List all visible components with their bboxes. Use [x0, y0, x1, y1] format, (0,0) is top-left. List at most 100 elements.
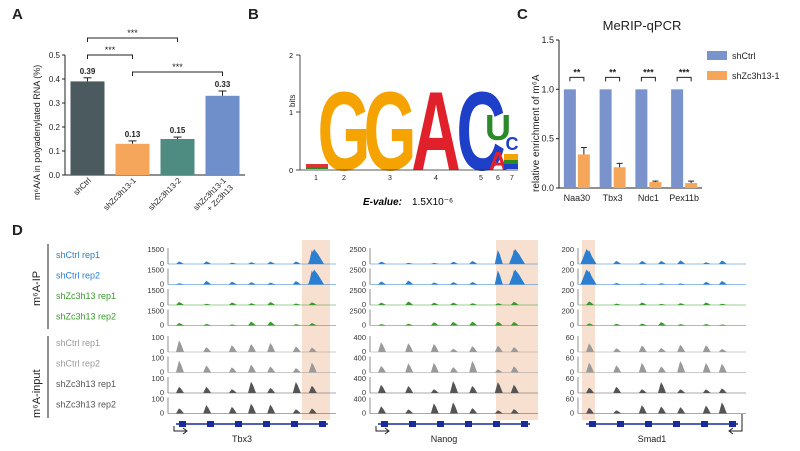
- coverage-peak: [469, 303, 478, 305]
- track-ytick-label: 200: [561, 286, 574, 295]
- coverage-peak: [292, 346, 301, 352]
- gene-name-label: Nanog: [431, 434, 458, 444]
- coverage-peak: [677, 407, 686, 414]
- track-ytick-label: 100: [151, 374, 164, 383]
- track-ytick-label: 0: [570, 259, 574, 268]
- gene-exon: [729, 421, 736, 427]
- sig-bracket: [676, 76, 692, 82]
- track-ytick-label: 0: [362, 259, 366, 268]
- bar: [115, 143, 150, 175]
- coverage-peak-main: [308, 249, 324, 264]
- coverage-peak: [248, 303, 256, 305]
- coverage-peak: [267, 261, 276, 264]
- coverage-peak: [613, 303, 622, 305]
- coverage-peak: [267, 366, 276, 373]
- track-ytick-label: 1500: [147, 286, 164, 295]
- coverage-peak: [613, 365, 622, 373]
- track-label: shZc3h13 rep2: [56, 400, 116, 410]
- panel-b-motif: bits 0 1 2 G G A C U A C 1 2 3 4 5 6 7 E-value…: [288, 53, 518, 208]
- bar-shctrl: [599, 89, 612, 188]
- track-ytick-label: 2500: [349, 286, 366, 295]
- y-tick-label: 1.0: [541, 84, 554, 94]
- category-label: shCtrl: [72, 176, 93, 197]
- track-ytick-label: 0: [362, 321, 366, 330]
- track-ytick-label: 60: [566, 354, 574, 363]
- panel-c-legend: shCtrl shZc3h13-1: [707, 51, 780, 81]
- y-tick-label: 0.3: [49, 99, 61, 108]
- coverage-peak: [677, 303, 686, 305]
- track-ytick-label: 200: [561, 245, 574, 254]
- track-label: shZc3h13 rep1: [56, 379, 116, 389]
- coverage-peak: [248, 403, 256, 414]
- coverage-peak: [718, 260, 727, 264]
- motif-letter-c: C: [456, 68, 505, 194]
- category-label: Naa30: [564, 193, 591, 203]
- bar-shctrl: [563, 89, 576, 188]
- track-label: shCtrl rep1: [56, 338, 100, 348]
- track-ytick-label: 0: [570, 368, 574, 377]
- coverage-peak: [658, 348, 666, 352]
- track-ytick-label: 100: [151, 395, 164, 404]
- panel-b-ylabel: bits: [288, 95, 297, 107]
- sig-bracket: [569, 76, 585, 82]
- gene-exon: [465, 421, 472, 427]
- track-label: shZc3h13 rep2: [56, 312, 116, 322]
- coverage-peak: [638, 389, 647, 393]
- coverage-peak: [378, 365, 386, 373]
- sig-label: **: [609, 67, 617, 77]
- coverage-peak: [658, 322, 666, 326]
- motif-letter-small: [306, 167, 328, 169]
- coverage-peak: [638, 323, 647, 326]
- gene-exon: [493, 421, 500, 427]
- coverage-peak: [586, 407, 594, 414]
- panel-c-ylabel: relative enrichment of m⁶A: [531, 74, 542, 192]
- coverage-peak: [228, 324, 237, 326]
- value-label: 0.39: [80, 67, 96, 76]
- y-tick-label: 0.2: [49, 123, 61, 132]
- y-tick-label: 0.0: [49, 171, 61, 180]
- sig-bracket: [640, 76, 656, 82]
- coverage-peak: [430, 322, 439, 326]
- track-label: shZc3h13 rep1: [56, 291, 116, 301]
- motif-position-label: 4: [434, 175, 438, 182]
- coverage-peak: [267, 404, 276, 414]
- panel-d-tracks: shCtrl rep1 shCtrl rep2 shZc3h13 rep1 shZc3…: [31, 240, 746, 444]
- coverage-peak: [228, 406, 237, 414]
- coverage-peak: [228, 262, 237, 264]
- track-ytick-label: 0: [570, 409, 574, 418]
- sig-label: ***: [679, 67, 690, 77]
- coverage-peak: [702, 345, 711, 352]
- coverage-peak: [248, 321, 256, 326]
- coverage-peak: [450, 261, 458, 264]
- value-label: 0.33: [215, 80, 231, 89]
- track-ytick-label: 200: [561, 307, 574, 316]
- evalue-value: 1.5X10⁻⁶: [412, 197, 453, 208]
- coverage-peak: [469, 385, 478, 393]
- coverage-peak: [292, 281, 301, 285]
- coverage-peak: [494, 369, 503, 373]
- coverage-peak: [586, 387, 594, 393]
- panel-c-title: MeRIP-qPCR: [603, 18, 682, 33]
- coverage-peak: [378, 384, 386, 393]
- coverage-peak: [494, 382, 503, 393]
- coverage-peak: [494, 321, 503, 326]
- coverage-peak: [405, 363, 414, 373]
- track-ytick-label: 0: [160, 259, 164, 268]
- highlight-region: [302, 240, 330, 420]
- gene-exon: [235, 421, 242, 427]
- motif-ytick: 2: [289, 53, 293, 60]
- category-label: shZc3h13-1: [102, 176, 139, 213]
- track-ytick-label: 0: [362, 280, 366, 289]
- gene-exon: [263, 421, 270, 427]
- coverage-peak: [308, 323, 317, 326]
- coverage-peak: [248, 282, 256, 285]
- coverage-peak: [613, 260, 622, 264]
- gene-exon: [701, 421, 708, 427]
- track-ytick-label: 0: [362, 388, 366, 397]
- coverage-peak: [702, 389, 711, 393]
- coverage-peak: [292, 324, 301, 326]
- coverage-peak: [228, 389, 237, 393]
- coverage-peak: [308, 385, 317, 393]
- coverage-peak: [718, 281, 727, 285]
